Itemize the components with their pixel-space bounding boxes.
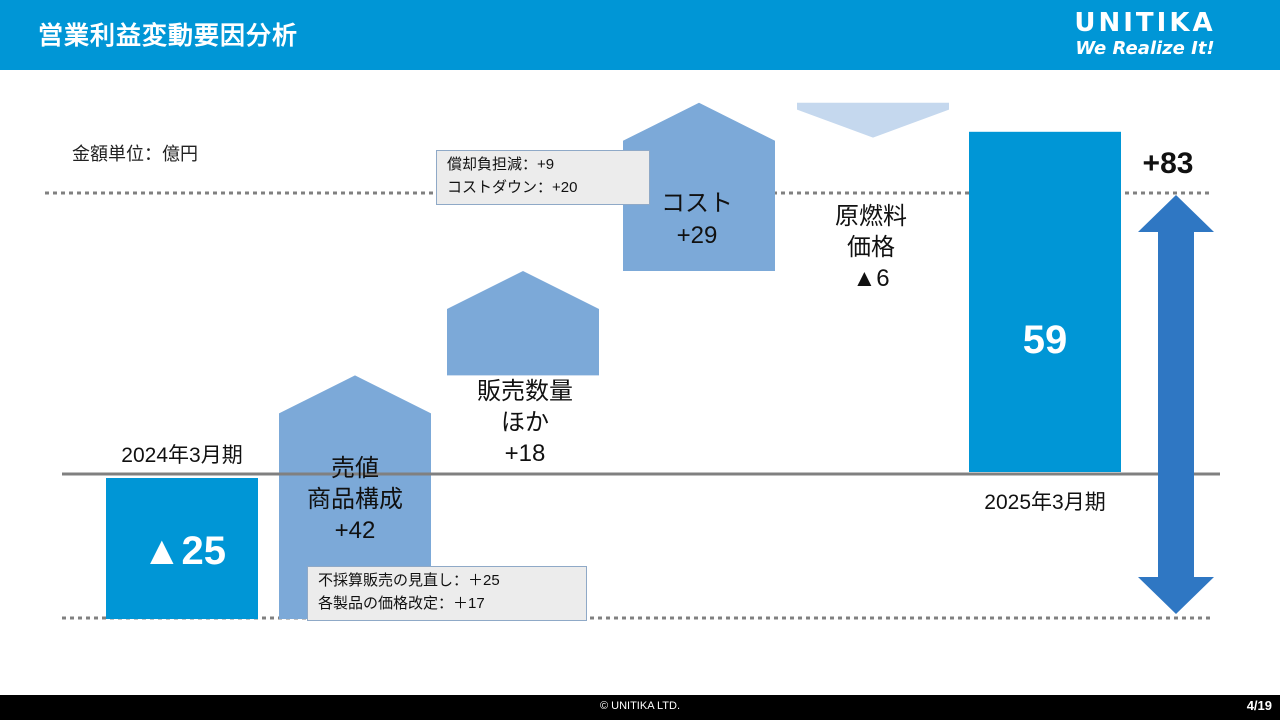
company-logo: UNITIKA: [1074, 8, 1216, 38]
cost-note-line: 償却負担減：+9: [447, 156, 555, 173]
price-breakdown-note: 不採算販売の見直し：＋25 各製品の価格改定：＋17: [307, 566, 587, 621]
step-label: 販売数量: [477, 378, 573, 405]
cost-breakdown-note: 償却負担減：+9 コストダウン：+20: [436, 150, 650, 205]
logo-tagline: We Realize It!: [1075, 38, 1215, 59]
total-change-arrow: [1138, 195, 1214, 614]
step-arrow-increase: [623, 102, 775, 271]
step-arrow-increase: [279, 375, 431, 619]
step-label: コスト: [661, 190, 733, 217]
step-label: 売値: [331, 455, 379, 482]
start-period-label: 2024年3月期: [121, 444, 242, 467]
end-period-label: 2025年3月期: [984, 491, 1105, 514]
step-label: +29: [677, 222, 718, 249]
end-value-label: 59: [1023, 318, 1068, 362]
footer-bar: © UNITIKA LTD. 4/19: [0, 695, 1280, 720]
step-label: 原燃料: [835, 203, 907, 230]
header-bar: 営業利益変動要因分析 UNITIKA We Realize It!: [0, 0, 1280, 70]
total-change-label: +83: [1143, 147, 1194, 180]
bar-end-total: [969, 131, 1121, 473]
cost-note-line: コストダウン：+20: [447, 179, 578, 196]
step-arrow-increase: [447, 271, 599, 376]
price-note-line: 各製品の価格改定：＋17: [318, 595, 485, 612]
step-label: +18: [505, 440, 546, 467]
copyright-text: © UNITIKA LTD.: [599, 700, 681, 712]
bar-start-total: [106, 478, 258, 619]
price-note-line: 不採算販売の見直し：＋25: [318, 572, 500, 589]
step-label: ▲6: [852, 265, 889, 292]
start-value-label: ▲25: [142, 529, 226, 573]
step-label: 商品構成: [307, 486, 403, 513]
step-label: +42: [335, 517, 376, 544]
step-arrow-decrease: [797, 102, 949, 138]
page-number: 4/19: [1246, 698, 1272, 713]
step-label: 価格: [847, 234, 895, 261]
unit-label: 金額単位：億円: [72, 144, 198, 164]
page-title: 営業利益変動要因分析: [38, 21, 299, 50]
step-label: ほか: [501, 409, 549, 436]
